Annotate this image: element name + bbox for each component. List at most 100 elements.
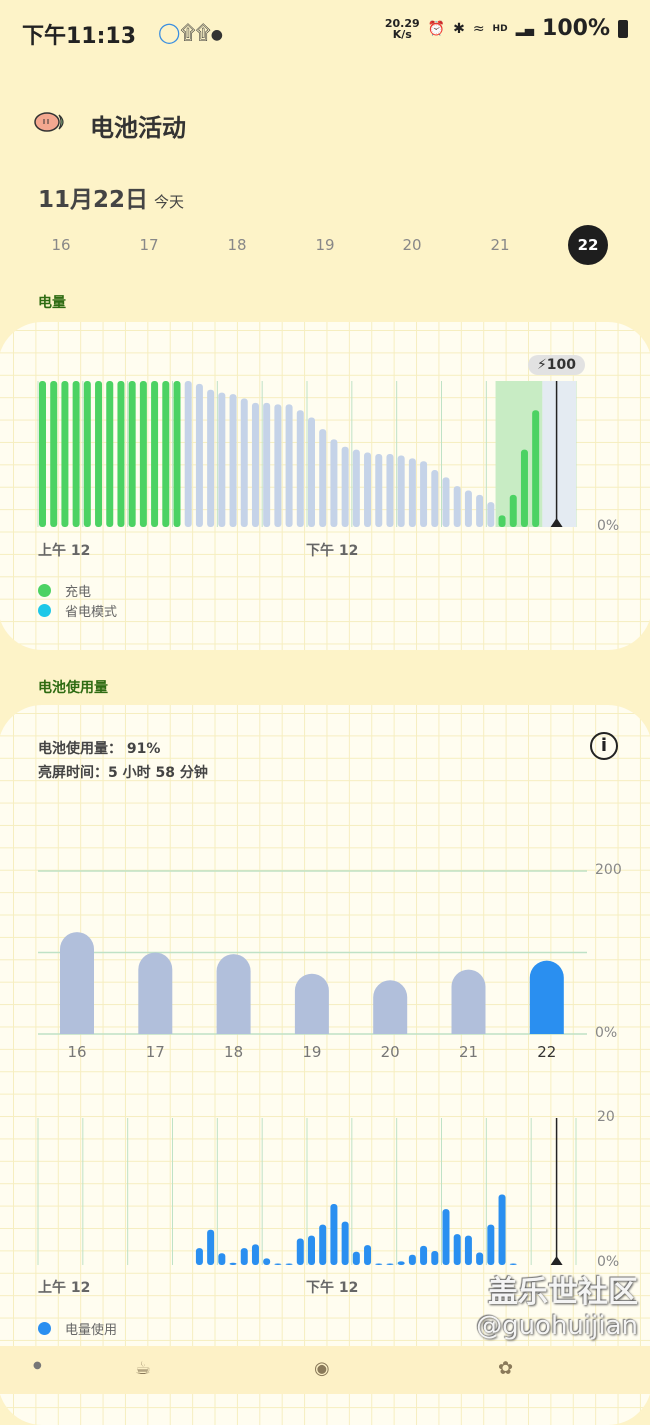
daily-usage-bar [529,960,564,1034]
hourly-usage-bar [352,1251,360,1265]
battery-bar [375,454,383,527]
battery-bar [386,454,394,527]
day-16[interactable]: 16 [51,236,71,254]
battery-bar [151,381,159,527]
battery-bar [520,449,528,527]
charging-dot [38,583,51,597]
hourly-usage-bar [319,1224,327,1265]
dot-icon[interactable]: ● [33,1360,42,1371]
hourly-usage-bar [229,1262,237,1265]
cat-bowl-icon[interactable]: ◉ [314,1358,330,1379]
battery-bar [453,486,461,527]
battery-bar [39,381,46,527]
y-label-0: 0% [595,1025,618,1041]
hourly-usage-bar [207,1229,215,1265]
battery-bar [476,494,484,527]
battery-level-heading: 电量 [38,295,66,311]
day-21[interactable]: 21 [490,236,510,254]
usage-value: 91% [126,741,161,757]
battery-bar [274,404,282,527]
y-label-200: 200 [595,862,622,878]
hourly-usage-bar [397,1261,405,1265]
daily-usage-bar [60,932,94,1034]
hourly-usage-bar [498,1194,506,1265]
daily-usage-bar [294,973,329,1034]
hourly-y-label-0: 0% [597,1254,620,1270]
hourly-usage-bar [431,1251,439,1265]
daily-usage-bar [216,954,251,1034]
x-label-pm12: 下午 12 [306,543,359,559]
battery-bar [229,394,237,527]
battery-bar [240,398,248,527]
battery-bar [296,410,304,527]
day-17[interactable]: 17 [139,236,159,254]
day-label: 19 [302,1043,322,1061]
5g-signal-icon: ▂▄ [515,21,535,36]
netease-music-icon: ۩ [180,20,196,44]
legend-label: 电量使用 [65,1322,118,1338]
system-icons: 20.29 K/s ⏰ ✱ ≈ HD ▂▄ 100% [385,16,628,41]
day-label: 16 [67,1043,87,1061]
alarm-icon: ⏰ [427,20,446,37]
battery-icon [618,19,628,38]
x-label-am12: 上午 12 [38,543,91,559]
battery-bar [487,502,495,527]
battery-bar [195,383,203,527]
battery-bar [95,381,103,527]
daily-usage-bar [373,980,408,1034]
info-icon[interactable]: i [590,732,618,760]
day-18[interactable]: 18 [227,236,247,254]
usage-label: 电池使用量： [38,741,122,757]
battery-bar [251,402,259,527]
battery-level-chart [37,381,577,527]
future-region [542,381,576,527]
hourly-usage-bar [274,1263,282,1265]
battery-bar [319,429,327,527]
screen-time-label: 亮屏时间： [38,765,108,781]
day-20[interactable]: 20 [402,236,422,254]
bird-icon[interactable]: ✿ [498,1358,514,1379]
bluetooth-icon: ✱ [453,20,465,37]
battery-bar [207,389,215,527]
usage-summary: 电池使用量： 91% 亮屏时间：5 小时 58 分钟 [38,737,208,785]
battery-bar [420,461,428,527]
hourly-usage-bar [386,1263,394,1265]
netease-music-icon: ۩ [195,20,211,44]
day-label: 20 [380,1043,400,1061]
watermark-handle: @guohuijian [476,1311,638,1341]
battery-bar [431,470,439,527]
hourly-usage-bar [420,1245,428,1265]
battery-bar [341,446,349,527]
battery-bar [61,381,69,527]
selected-date: 11月22日 今天 [38,180,184,214]
battery-bar [218,392,226,527]
battery-bar [50,381,58,527]
battery-bar [352,449,360,527]
hourly-usage-bar [308,1235,315,1265]
now-marker-triangle [550,1256,563,1265]
day-22-selected[interactable]: 22 [568,225,608,265]
hd-icon: HD [492,23,508,34]
day-label: 22 [537,1043,557,1061]
hourly-usage-bar [509,1263,517,1265]
battery-bar [397,455,405,527]
badge-value: 100 [546,357,577,373]
date-label: 11月22日 [38,187,149,213]
now-marker-triangle [550,518,563,527]
hourly-usage-bar [285,1263,293,1265]
hourly-usage-bar [195,1248,203,1265]
hourly-usage-bar [375,1263,383,1265]
paw-cup-icon[interactable]: ☕ [135,1358,152,1379]
power-saving-dot [38,603,51,617]
legend-charging: 充电 [38,580,91,600]
day-label: 18 [224,1043,244,1061]
page-title: 电池活动 [90,114,186,142]
legend-usage: 电量使用 [38,1318,117,1338]
hourly-usage-bar [296,1238,304,1265]
status-bar: 下午11:13 ◯۩۩● 20.29 K/s ⏰ ✱ ≈ HD ▂▄ 100% [0,14,650,49]
daily-usage-bar [451,969,486,1034]
day-19[interactable]: 19 [315,236,335,254]
battery-bar [285,404,293,527]
battery-bar [139,381,147,527]
notification-icons: ◯۩۩● [158,20,223,44]
